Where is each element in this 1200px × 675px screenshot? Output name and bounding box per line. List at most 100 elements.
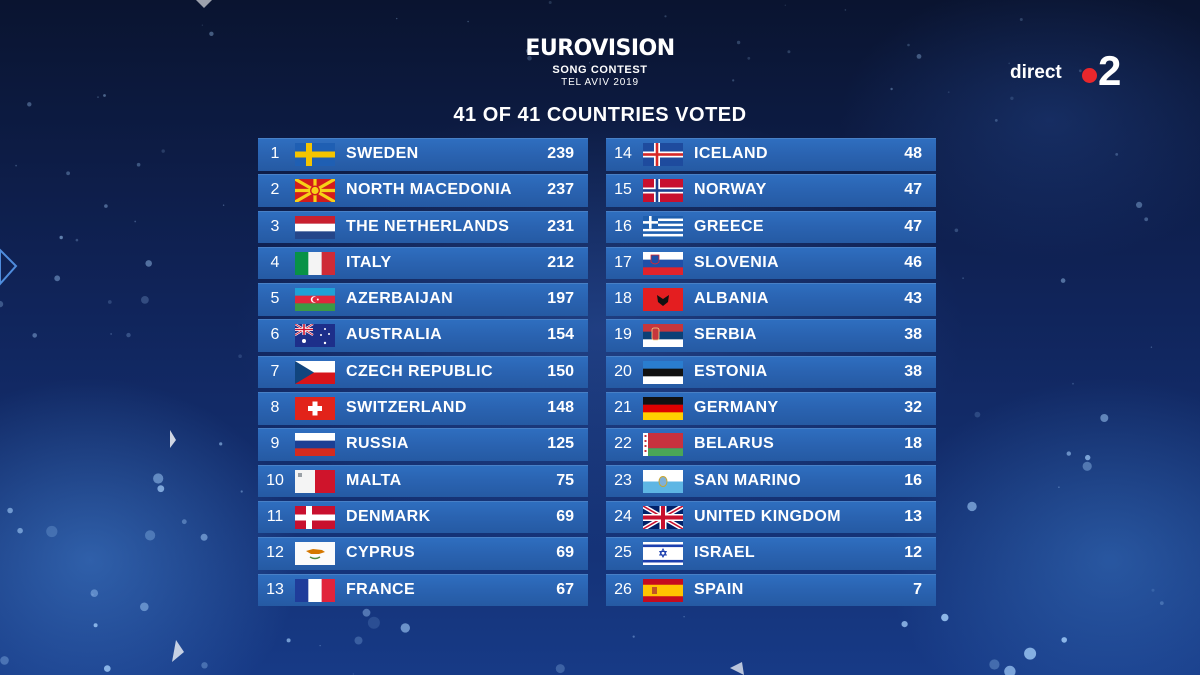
country-name: GREECE	[694, 217, 764, 235]
rank-number: 12	[266, 544, 284, 562]
slovenia-flag-icon	[643, 251, 683, 275]
country-points: 237	[547, 181, 574, 199]
country-name: UNITED KINGDOM	[694, 507, 841, 525]
country-name: ICELAND	[694, 145, 768, 162]
scoreboard-row: 22 BELARUS 18	[606, 428, 936, 461]
scoreboard-row: 23 SAN MARINO 16	[606, 464, 936, 498]
sweden-flag-icon	[295, 143, 335, 166]
scoreboard-row: 2 NORTH MACEDONIA 237	[258, 174, 588, 207]
scoreboard-row: 9 RUSSIA 125	[258, 428, 588, 461]
rank-number: 7	[270, 362, 280, 380]
country-points: 75	[556, 471, 574, 489]
scoreboard-row: 12 CYPRUS 69	[258, 537, 588, 570]
country-points: 38	[904, 326, 922, 344]
country-points: 38	[904, 362, 922, 380]
logo-wordmark: EUROVISION	[515, 32, 685, 64]
country-name: SAN MARINO	[694, 471, 802, 489]
country-points: 12	[904, 544, 922, 562]
scoreboard-row: 18 ALBANIA 43	[606, 283, 936, 316]
country-points: 231	[547, 217, 574, 235]
broadcaster-logo: direct 2	[1008, 47, 1138, 94]
rank-number: 17	[614, 253, 632, 271]
cyprus-flag-icon	[295, 542, 335, 566]
serbia-flag-icon	[643, 324, 683, 348]
rank-number: 13	[266, 580, 284, 598]
country-points: 16	[904, 471, 922, 489]
scoreboard-row: 15 NORWAY 47	[606, 174, 936, 207]
country-name: CZECH REPUBLIC	[346, 362, 493, 380]
country-points: 67	[556, 580, 574, 598]
rank-number: 16	[614, 217, 632, 235]
scoreboard-row: 25 ISRAEL 12	[606, 537, 936, 570]
scoreboard-row: 20 ESTONIA 38	[606, 355, 936, 389]
scoreboard-row: 1 SWEDEN 239	[258, 138, 588, 171]
voting-status-heading: 41 OF 41 COUNTRIES VOTED	[453, 104, 747, 126]
country-points: 154	[547, 326, 574, 344]
country-name: DENMARK	[346, 507, 431, 525]
country-name: SWEDEN	[346, 145, 419, 162]
logo-word-text: EUROVISION	[525, 36, 675, 61]
country-points: 125	[547, 435, 574, 453]
country-points: 32	[904, 399, 922, 417]
country-name: SLOVENIA	[694, 253, 779, 271]
rank-number: 4	[270, 253, 280, 271]
italy-flag-icon	[295, 251, 335, 275]
united-kingdom-flag-icon	[643, 505, 683, 529]
scoreboard-row: 19 SERBIA 38	[606, 319, 936, 352]
rank-number: 5	[270, 290, 280, 308]
scoreboard-row: 26 SPAIN 7	[606, 573, 936, 607]
scoreboard-row: 3 THE NETHERLANDS 231	[258, 210, 588, 244]
scoreboard-row: 17 SLOVENIA 46	[606, 246, 936, 280]
country-name: THE NETHERLANDS	[346, 217, 510, 235]
country-name: RUSSIA	[346, 435, 409, 453]
czech-republic-flag-icon	[295, 360, 335, 384]
broadcaster-channel-number: 2	[1098, 47, 1122, 94]
norway-flag-icon	[643, 179, 683, 203]
country-points: 69	[556, 507, 574, 525]
country-name: ISRAEL	[694, 544, 756, 562]
scoreboard-row: 6 AUSTRALIA 154	[258, 319, 588, 352]
australia-flag-icon	[295, 324, 335, 348]
country-name: AUSTRALIA	[346, 326, 443, 344]
rank-number: 15	[614, 181, 632, 199]
country-points: 212	[547, 253, 574, 271]
denmark-flag-icon	[295, 505, 335, 529]
france-flag-icon	[295, 578, 335, 602]
scoreboard-row: 5 AZERBAIJAN 197	[258, 283, 588, 316]
rank-number: 26	[614, 580, 632, 598]
country-points: 148	[547, 399, 574, 417]
scoreboard-row: 10 MALTA 75	[258, 464, 588, 498]
switzerland-flag-icon	[295, 397, 335, 421]
country-points: 13	[904, 507, 922, 525]
country-name: NORTH MACEDONIA	[346, 181, 512, 199]
scoreboard-right-column: 14 ICELAND 48 15 NORWAY 47 16 GREECE 47 17 SLOVENI…	[606, 138, 936, 610]
country-name: FRANCE	[346, 580, 416, 598]
rank-number: 23	[614, 471, 632, 489]
scoreboard-row: 13 FRANCE 67	[258, 573, 588, 607]
live-dot-icon	[1082, 68, 1097, 83]
eurovision-logo: EUROVISION SONG CONTEST TEL AVIV 2019	[515, 32, 685, 102]
rank-number: 10	[266, 471, 284, 489]
country-points: 46	[904, 253, 922, 271]
rank-number: 14	[614, 145, 632, 162]
rank-number: 21	[614, 399, 632, 417]
logo-subtitle: SONG CONTEST	[552, 64, 648, 76]
country-name: SPAIN	[694, 580, 744, 598]
north-macedonia-flag-icon	[295, 179, 335, 203]
country-name: SWITZERLAND	[346, 399, 467, 417]
russia-flag-icon	[295, 433, 335, 457]
israel-flag-icon	[643, 542, 683, 566]
belarus-flag-icon	[643, 433, 683, 457]
country-name: NORWAY	[694, 181, 767, 199]
country-points: 18	[904, 435, 922, 453]
scoreboard-row: 7 CZECH REPUBLIC 150	[258, 355, 588, 389]
scoreboard-row: 14 ICELAND 48	[606, 138, 936, 171]
country-name: ESTONIA	[694, 362, 768, 380]
country-points: 197	[547, 290, 574, 308]
greece-flag-icon	[643, 215, 683, 239]
country-name: MALTA	[346, 471, 402, 489]
rank-number: 18	[614, 290, 632, 308]
country-points: 7	[913, 580, 922, 598]
country-points: 150	[547, 362, 574, 380]
country-name: BELARUS	[694, 435, 775, 453]
